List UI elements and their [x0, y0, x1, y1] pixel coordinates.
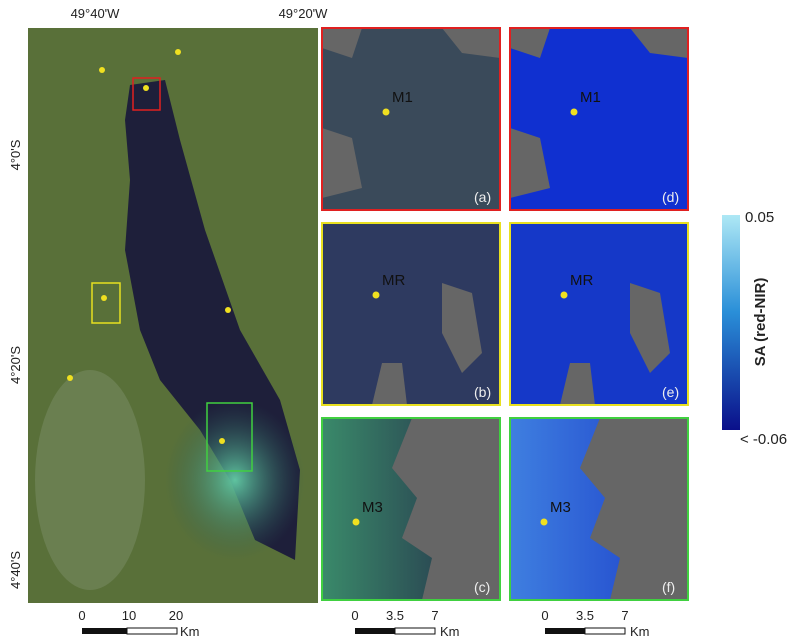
colorbar [722, 215, 740, 430]
marker-label: M3 [550, 499, 571, 516]
marker-pin [561, 292, 568, 299]
scale-bar: 0 3.5 7 Km [351, 608, 459, 639]
scale-unit: Km [180, 624, 200, 639]
scale-bar: 0 10 20 Km [78, 608, 199, 639]
lat-label: 4°0'S [8, 139, 23, 170]
marker-pin [571, 109, 578, 116]
panel-label: (e) [662, 384, 679, 400]
marker-pin [373, 292, 380, 299]
scale-tick: 7 [621, 608, 628, 623]
lon-label: 49°40'W [71, 6, 121, 21]
overview-map [28, 28, 318, 603]
lon-label: 49°20'W [279, 6, 329, 21]
figure: 49°40'W 49°20'W 4°0'S 4°20'S 4°40'S 0 10… [0, 0, 802, 639]
scale-unit: Km [630, 624, 650, 639]
marker-pin [541, 519, 548, 526]
scale-tick: 0 [351, 608, 358, 623]
panel-label: (a) [474, 189, 491, 205]
scale-tick: 20 [169, 608, 183, 623]
scale-tick: 3.5 [386, 608, 404, 623]
panel-label: (c) [474, 579, 490, 595]
panel-label: (d) [662, 189, 679, 205]
lat-label: 4°20'S [8, 346, 23, 384]
image-panel: M3 (c) [322, 418, 500, 600]
image-panel: MR (b) [322, 223, 500, 405]
image-panel: MR (e) [510, 223, 688, 405]
scale-tick: 0 [541, 608, 548, 623]
scale-tick: 7 [431, 608, 438, 623]
panel-label: (f) [662, 579, 675, 595]
colorbar-max: 0.05 [745, 209, 774, 226]
marker-label: MR [382, 272, 405, 289]
marker-label: MR [570, 272, 593, 289]
lat-label: 4°40'S [8, 551, 23, 589]
image-panel: M1 (d) [510, 28, 688, 210]
scale-bar: 0 3.5 7 Km [541, 608, 649, 639]
marker-label: M3 [362, 499, 383, 516]
scale-tick: 3.5 [576, 608, 594, 623]
marker-pin [353, 519, 360, 526]
colorbar-min: < -0.06 [740, 431, 787, 448]
image-panel: M3 (f) [510, 418, 688, 600]
scale-tick: 0 [78, 608, 85, 623]
marker-pin [383, 109, 390, 116]
panel-label: (b) [474, 384, 491, 400]
scale-tick: 10 [122, 608, 136, 623]
colorbar-title: SA (red-NIR) [752, 278, 769, 367]
marker-label: M1 [580, 89, 601, 106]
marker-label: M1 [392, 89, 413, 106]
scale-unit: Km [440, 624, 460, 639]
image-panel: M1 (a) [322, 28, 500, 210]
